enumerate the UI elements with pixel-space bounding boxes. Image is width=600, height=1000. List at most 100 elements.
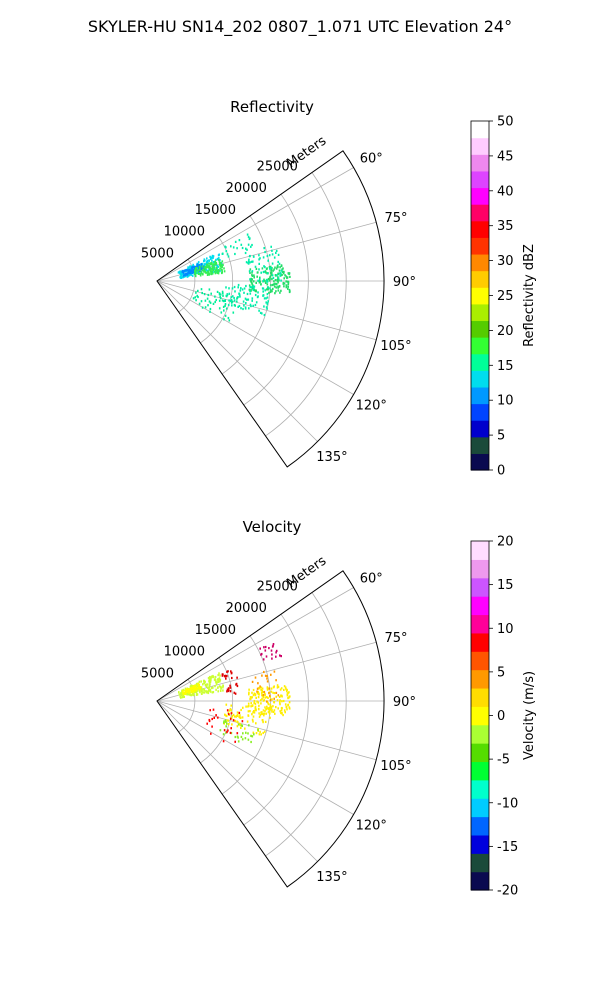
echo-pixel [199,264,202,268]
echo-pixel [231,723,233,726]
echo-pixel [240,307,242,310]
echo-pixel [224,714,227,717]
echo-pixel [188,274,191,277]
echo-pixel [215,263,217,266]
angular-tick-label: 90° [393,275,416,290]
echo-pixel [257,271,259,274]
echo-pixel [197,269,199,272]
echo-pixel [234,692,237,695]
echo-pixel [266,280,268,283]
echo-pixel [275,679,277,682]
echo-pixel [266,696,268,699]
echo-pixel [251,718,254,721]
echo-pixel [230,709,232,712]
echo-pixel [277,273,279,276]
echo-pixel [182,276,184,279]
echo-pixel [218,672,220,675]
echo-pixel [214,685,216,688]
echo-pixel [261,694,263,697]
echo-pixel [271,710,273,713]
echo-pixel [268,647,270,650]
radial-grid-arc [221,635,271,795]
echo-pixel [197,265,199,268]
echo-pixel [199,691,201,694]
echo-pixel [237,721,239,724]
colorbar-segment [471,724,489,744]
echo-pixel [221,271,223,275]
echo-pixel [242,307,244,311]
echo-pixel [287,281,290,284]
echo-pixel [227,687,230,690]
echo-pixel [219,297,222,300]
echo-pixel [253,710,255,713]
echo-pixel [193,690,195,693]
echo-pixel [273,685,275,688]
echo-pixel [204,259,206,262]
echo-pixel [212,271,214,274]
echo-pixel [215,261,217,264]
echo-pixel [260,712,263,715]
echo-pixel [266,700,268,703]
echo-pixel [262,270,265,274]
echo-pixel [198,269,200,272]
echo-pixel [235,682,238,685]
angular-tick-label: 105° [380,339,411,354]
echo-pixel [271,698,273,701]
echo-pixel [214,272,217,275]
echo-pixel [244,307,247,310]
echo-pixel [251,680,254,683]
colorbar-segment [471,453,489,471]
echo-pixel [254,702,257,705]
echo-pixel [275,274,277,277]
echo-pixel [247,738,250,741]
echo-pixel [195,267,197,270]
colorbar-segment [471,669,489,689]
echo-pixel [236,725,239,728]
echo-pixel [271,253,274,256]
echo-pixel [240,724,243,727]
echo-pixel [288,272,291,275]
echo-pixel [232,295,234,298]
echo-pixel [288,691,290,694]
echo-pixel [256,700,258,703]
echo-pixel [183,692,186,695]
colorbar-segment [471,270,489,288]
echo-pixel [272,287,274,290]
echo-pixel [240,243,243,246]
echo-pixel [284,703,287,706]
echo-pixel [252,255,255,258]
radial-tick-label: 20000 [226,601,267,616]
echo-pixel [264,281,267,284]
colorbar-segment [471,370,489,388]
echo-pixel [249,254,251,258]
echo-pixel [182,689,184,693]
echo-pixel [230,717,233,720]
angular-grid-line [156,700,377,761]
echo-pixel [187,274,190,277]
echo-pixel [219,262,221,266]
echo-pixel [216,678,219,681]
echo-pixel [225,720,227,723]
echo-pixel [224,719,227,722]
echo-pixel [211,256,213,259]
echo-pixel [277,281,279,284]
echo-pixel [244,737,247,740]
echo-pixel [280,711,282,715]
echo-pixel [217,680,220,683]
echo-pixel [260,271,262,274]
echo-pixel [272,643,275,646]
colorbar-tick-label: 15 [497,359,514,374]
echo-pixel [194,691,196,694]
echo-pixel [277,289,280,292]
echo-pixel [225,246,227,249]
colorbar-segment [471,220,489,238]
echo-pixel [211,259,213,262]
echo-pixel [253,274,255,277]
echo-pixel [206,722,208,725]
echo-pixel [238,292,241,295]
echo-pixel [255,696,257,699]
echo-pixel [217,690,219,693]
echo-pixel [266,675,268,678]
echo-pixel [177,271,180,274]
radial-grid-arc [265,592,347,857]
